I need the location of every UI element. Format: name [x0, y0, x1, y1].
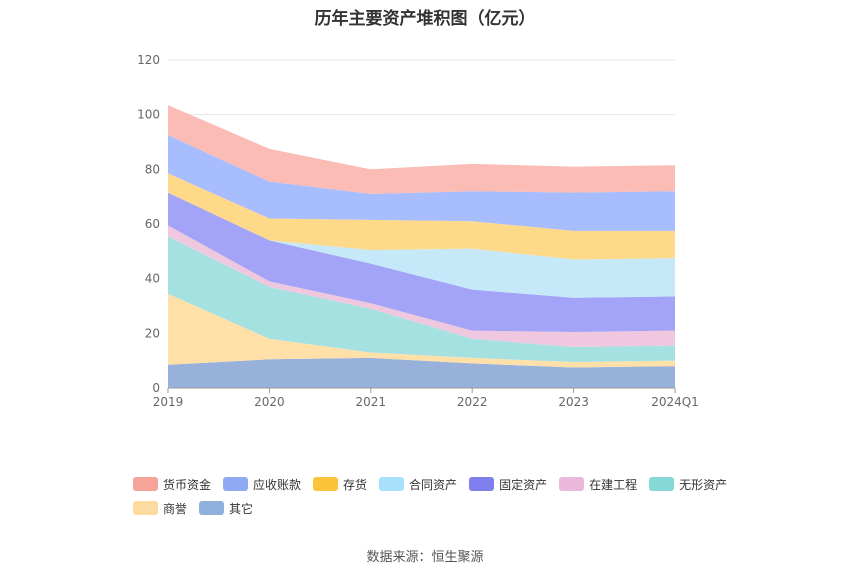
area-series [168, 105, 675, 388]
area-series-2 [168, 236, 675, 363]
legend-item[interactable]: 商誉 [133, 500, 187, 517]
legend-label: 合同资产 [409, 477, 458, 492]
legend-swatch [223, 477, 249, 491]
legend-item[interactable]: 存货 [313, 476, 367, 493]
legend-item[interactable]: 无形资产 [649, 476, 727, 493]
y-tick-label: 40 [145, 272, 160, 286]
legend-item[interactable]: 固定资产 [469, 476, 547, 493]
x-tick-labels: 2019 2020 2021 2022 2023 2024Q1 [153, 395, 699, 409]
area-series-6 [168, 173, 675, 260]
y-tick-label: 80 [145, 162, 160, 176]
legend-item[interactable]: 在建工程 [559, 476, 637, 493]
legend-label: 无形资产 [679, 477, 728, 492]
legend-swatch [379, 477, 405, 491]
legend-label: 其它 [229, 501, 254, 516]
area-series-8 [168, 105, 675, 194]
legend-row: 商誉 其它 [133, 496, 753, 520]
legend-item[interactable]: 其它 [199, 500, 253, 517]
legend-swatch [313, 477, 339, 491]
y-tick-label: 100 [137, 108, 160, 122]
source-note: 数据来源：恒生聚源 [366, 550, 484, 565]
y-tick-label: 120 [137, 53, 160, 67]
x-tick-label: 2021 [356, 395, 387, 409]
legend-swatch [199, 501, 225, 515]
area-series-3 [168, 225, 675, 347]
legend-swatch [469, 477, 495, 491]
x-tick-label: 2020 [254, 395, 285, 409]
legend-item[interactable]: 应收账款 [223, 476, 301, 493]
area-series-7 [168, 135, 675, 231]
legend-swatch [559, 477, 585, 491]
legend-label: 存货 [343, 477, 368, 492]
legend-swatch [133, 477, 158, 491]
legend-label: 应收账款 [253, 477, 302, 492]
legend-label: 在建工程 [589, 477, 638, 492]
legend-label: 固定资产 [499, 477, 548, 492]
legend-label: 货币资金 [163, 477, 212, 492]
legend-label: 商誉 [163, 501, 188, 516]
legend-swatch [649, 477, 675, 491]
legend-swatch [133, 501, 158, 515]
x-tick-label: 2019 [153, 395, 184, 409]
y-tick-label: 20 [145, 326, 160, 340]
area-series-5 [168, 192, 675, 298]
x-tick-label: 2023 [558, 395, 589, 409]
area-series-4 [168, 192, 675, 332]
legend-row: 货币资金 应收账款 存货 合同资产 固定资产 在建工程 无形资产 [133, 472, 753, 496]
chart-title: 历年主要资产堆积图（亿元） [314, 9, 536, 29]
y-tick-label: 60 [145, 217, 160, 231]
legend-item[interactable]: 货币资金 [133, 476, 211, 493]
legend-item[interactable]: 合同资产 [379, 476, 457, 493]
axes [167, 387, 676, 393]
y-tick-label: 0 [152, 381, 160, 395]
area-series-1 [168, 293, 675, 368]
area-series-0 [168, 357, 675, 388]
y-tick-labels: 0 20 40 60 80 100 120 [137, 53, 160, 395]
x-tick-label: 2024Q1 [651, 395, 699, 409]
legend: 货币资金 应收账款 存货 合同资产 固定资产 在建工程 无形资产商誉 其它 [133, 472, 753, 520]
x-tick-label: 2022 [457, 395, 488, 409]
